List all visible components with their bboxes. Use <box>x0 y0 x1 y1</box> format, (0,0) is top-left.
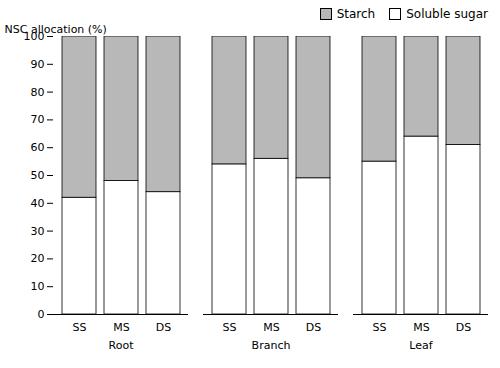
svg-text:90: 90 <box>31 58 45 71</box>
svg-text:40: 40 <box>31 197 45 210</box>
svg-text:NSC allocation (%): NSC allocation (%) <box>5 23 107 36</box>
svg-text:DS: DS <box>156 321 171 334</box>
svg-text:0: 0 <box>38 308 45 321</box>
svg-text:MS: MS <box>263 321 279 334</box>
html-text:Starch: Starch <box>336 7 376 21</box>
svg-text:100: 100 <box>23 30 45 43</box>
html-text:Soluble sugar: Soluble sugar <box>406 7 488 21</box>
svg-text:MS: MS <box>113 321 129 334</box>
svg-text:SS: SS <box>73 321 87 334</box>
svg-text:DS: DS <box>456 321 471 334</box>
svg-text:50: 50 <box>31 169 45 182</box>
svg-text:30: 30 <box>31 225 45 238</box>
svg-text:SS: SS <box>223 321 237 334</box>
svg-text:20: 20 <box>31 252 45 265</box>
svg-text:10: 10 <box>31 280 45 293</box>
svg-text:80: 80 <box>31 86 45 99</box>
svg-text:MS: MS <box>413 321 429 334</box>
svg-text:Leaf: Leaf <box>409 339 433 352</box>
svg-text:60: 60 <box>31 141 45 154</box>
svg-text:Root: Root <box>109 339 135 352</box>
svg-text:SS: SS <box>373 321 387 334</box>
svg-text:70: 70 <box>31 113 45 126</box>
svg-text:Branch: Branch <box>252 339 291 352</box>
svg-text:DS: DS <box>306 321 321 334</box>
